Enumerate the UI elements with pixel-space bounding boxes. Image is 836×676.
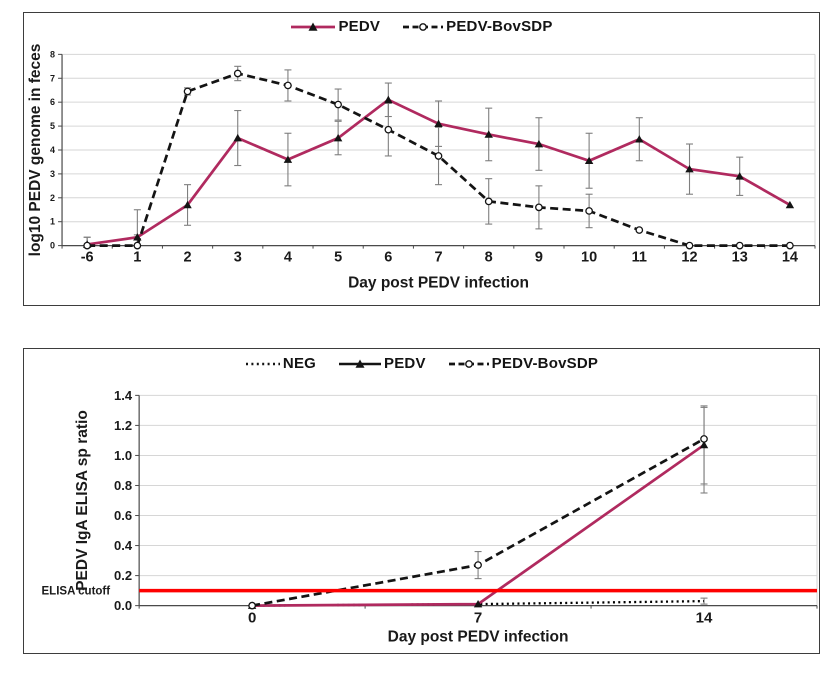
legend-label-neg: NEG — [282, 355, 317, 372]
svg-text:12: 12 — [681, 250, 697, 266]
svg-text:0.2: 0.2 — [114, 568, 132, 583]
bovsdp-dashed-line-key-icon — [448, 359, 489, 368]
elisa-chart-legend: NEG PEDV PEDV-BovSDP — [24, 355, 819, 372]
svg-text:5: 5 — [334, 250, 342, 266]
legend-item-pedv: PEDV — [338, 355, 426, 372]
legend-label-pedv: PEDV — [384, 355, 426, 372]
x-tick-labels: -6 1 2 3 4 5 6 7 8 9 10 11 12 13 14 — [81, 250, 798, 266]
axis-ticks: 0.0 0.2 0.4 0.6 0.8 1.0 1.2 1.4 — [114, 388, 818, 613]
svg-text:1.2: 1.2 — [114, 418, 132, 433]
svg-text:6: 6 — [50, 97, 55, 107]
svg-text:13: 13 — [732, 250, 748, 266]
elisa-cutoff: ELISA cutoff — [42, 586, 817, 598]
legend-label-pedv-bovsdp: PEDV-BovSDP — [491, 355, 599, 372]
svg-text:1.0: 1.0 — [114, 448, 132, 463]
svg-text:8: 8 — [485, 250, 493, 266]
svg-text:3: 3 — [50, 169, 55, 179]
legend-item-pedv-bovsdp: PEDV-BovSDP — [448, 355, 598, 372]
neg-dotted-line-key-icon — [245, 362, 280, 365]
bovsdp-dashed-line-key-icon — [403, 22, 444, 31]
fecal-chart-legend: PEDV PEDV-BovSDP — [24, 18, 819, 35]
svg-text:-6: -6 — [81, 250, 94, 266]
elisa-cutoff-label: ELISA cutoff — [42, 586, 111, 598]
pedv-bovsdp-series — [248, 435, 708, 610]
svg-text:0.0: 0.0 — [114, 598, 132, 613]
svg-text:9: 9 — [535, 250, 543, 266]
pedv-bovsdp-series — [83, 69, 794, 250]
elisa-panel: NEG PEDV PEDV-BovSDP 0.0 0.2 0.4 0.6 0.8 1.0 1… — [23, 348, 820, 654]
y-axis-title: log10 PEDV genome in feces — [27, 44, 44, 257]
legend-label-pedv: PEDV — [338, 18, 381, 35]
svg-text:2: 2 — [50, 193, 55, 203]
svg-text:14: 14 — [782, 250, 798, 266]
svg-text:7: 7 — [434, 250, 442, 266]
svg-text:2: 2 — [183, 250, 191, 266]
x-tick-labels: 0 7 14 — [248, 610, 713, 627]
error-bars — [83, 65, 744, 247]
svg-text:14: 14 — [696, 610, 713, 627]
svg-text:8: 8 — [50, 49, 55, 59]
svg-text:10: 10 — [581, 250, 597, 266]
legend-item-neg: NEG — [245, 355, 316, 372]
elisa-ratio-chart: 0.0 0.2 0.4 0.6 0.8 1.0 1.2 1.4 0 7 14 ELISA cutoff… — [42, 388, 818, 646]
legend-item-pedv-bovsdp: PEDV-BovSDP — [402, 18, 552, 35]
svg-text:0: 0 — [50, 241, 55, 251]
y-axis-title: PEDV IgA ELISA sp ratio — [74, 410, 91, 591]
legend-label-pedv-bovsdp: PEDV-BovSDP — [446, 18, 553, 35]
pedv-solid-line-key-icon — [339, 359, 382, 368]
svg-text:0.6: 0.6 — [114, 508, 132, 523]
svg-text:3: 3 — [234, 250, 242, 266]
pedv-series — [247, 440, 709, 609]
x-axis-title: Day post PEDV infection — [388, 629, 569, 646]
svg-text:4: 4 — [284, 250, 292, 266]
svg-text:0.4: 0.4 — [114, 538, 133, 553]
svg-text:1: 1 — [133, 250, 141, 266]
svg-text:5: 5 — [50, 121, 55, 131]
legend-item-pedv: PEDV — [290, 18, 380, 35]
x-axis-title: Day post PEDV infection — [348, 275, 529, 292]
svg-text:0: 0 — [248, 610, 256, 627]
svg-text:7: 7 — [50, 73, 55, 83]
svg-text:4: 4 — [50, 145, 55, 155]
svg-text:11: 11 — [632, 250, 647, 266]
svg-text:6: 6 — [384, 250, 392, 266]
svg-text:0.8: 0.8 — [114, 478, 132, 493]
pedv-solid-line-key-icon — [291, 22, 336, 31]
svg-text:1.4: 1.4 — [114, 388, 133, 403]
error-bars — [474, 405, 708, 605]
fecal-shedding-panel: PEDV PEDV-BovSDP 0 1 2 3 4 5 6 7 8 -6 1 2 3 4 5 6 7 8 9 10 1… — [23, 12, 820, 306]
svg-text:7: 7 — [474, 610, 482, 627]
svg-text:1: 1 — [50, 217, 55, 227]
